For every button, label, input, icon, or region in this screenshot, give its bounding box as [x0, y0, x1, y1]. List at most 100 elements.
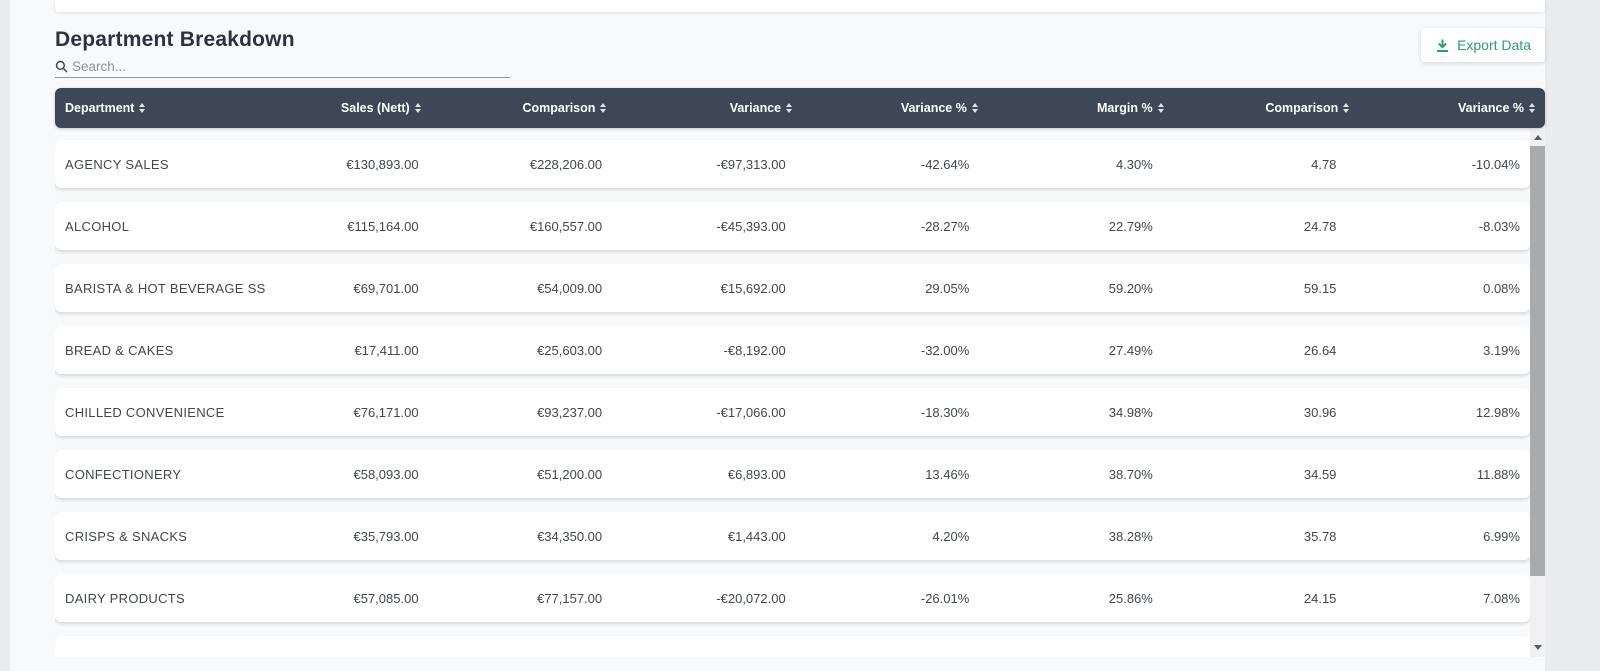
value-cell: €93,237.00	[537, 404, 603, 420]
column-header-comparison[interactable]: Comparison	[431, 101, 617, 115]
sort-icon[interactable]	[786, 103, 793, 113]
scrollbar-down-arrow[interactable]	[1530, 640, 1545, 655]
value-cell: -10.04%	[1471, 156, 1520, 172]
department-cell: ALCOHOL	[65, 218, 130, 234]
column-header-variance-[interactable]: Variance %	[1359, 101, 1545, 115]
value-cell: -8.03%	[1478, 218, 1520, 234]
value-cell: €1,443.00	[727, 528, 786, 544]
value-cell: 59.20%	[1108, 280, 1153, 296]
table-row: CHILLED CONVENIENCE €76,171.00 €93,237.00 -…	[55, 388, 1530, 436]
export-data-label: Export Data	[1457, 37, 1531, 53]
value-cell: 4.78	[1311, 156, 1337, 172]
download-icon	[1435, 38, 1450, 53]
sort-icon[interactable]	[139, 103, 146, 113]
department-breakdown-section: Department Breakdown Export Da	[55, 12, 1545, 671]
table-row: ALCOHOL €115,164.00 €160,557.00 -€45,393.00…	[55, 202, 1530, 250]
value-cell: €58,093.00	[353, 466, 419, 482]
sort-icon[interactable]	[414, 103, 421, 113]
value-cell: €69,701.00	[353, 280, 419, 296]
sort-icon[interactable]	[1343, 103, 1350, 113]
table-row-partial	[55, 636, 1530, 657]
vertical-scrollbar[interactable]	[1530, 130, 1545, 657]
value-cell: €115,164.00	[347, 218, 419, 234]
value-cell: 6.99%	[1483, 528, 1520, 544]
value-cell: €15,692.00	[720, 280, 786, 296]
search-input[interactable]	[72, 59, 510, 74]
value-cell: 13.46%	[925, 466, 970, 482]
search-icon	[55, 60, 68, 73]
value-cell: 30.96	[1303, 404, 1337, 420]
value-cell: 12.98%	[1475, 404, 1520, 420]
value-cell: 0.08%	[1483, 280, 1520, 296]
value-cell: 11.88%	[1476, 466, 1520, 482]
table-row: CRISPS & SNACKS €35,793.00 €34,350.00 €1,44…	[55, 512, 1530, 560]
department-cell: DAIRY PRODUCTS	[65, 590, 186, 606]
sort-icon[interactable]	[1157, 103, 1164, 113]
table-row: AGENCY SALES €130,893.00 €228,206.00 -€97,3…	[55, 140, 1530, 188]
column-header-label: Variance %	[900, 101, 967, 115]
scrollbar-thumb[interactable]	[1530, 146, 1545, 576]
column-header-comparison[interactable]: Comparison	[1174, 101, 1360, 115]
column-header-department[interactable]: Department	[55, 101, 245, 115]
value-cell: 29.05%	[925, 280, 970, 296]
table-row: DAIRY PRODUCTS €57,085.00 €77,157.00 -€20,0…	[55, 574, 1530, 622]
value-cell: 38.28%	[1108, 528, 1153, 544]
value-cell: -€97,313.00	[716, 156, 786, 172]
sort-icon[interactable]	[971, 103, 978, 113]
column-header-label: Variance %	[1457, 101, 1524, 115]
value-cell: -28.27%	[920, 218, 970, 234]
value-cell: -26.01%	[920, 590, 970, 606]
value-cell: 7.08%	[1483, 590, 1520, 606]
column-header-label: Variance	[729, 101, 782, 115]
value-cell: €228,206.00	[529, 156, 603, 172]
value-cell: -€8,192.00	[723, 342, 786, 358]
sort-icon[interactable]	[1528, 103, 1535, 113]
value-cell: €34,350.00	[537, 528, 603, 544]
value-cell: €54,009.00	[537, 280, 603, 296]
value-cell: -18.30%	[920, 404, 970, 420]
value-cell: €25,603.00	[537, 342, 603, 358]
value-cell: €17,411.00	[354, 342, 419, 358]
value-cell: -42.64%	[920, 156, 970, 172]
value-cell: 38.70%	[1108, 466, 1153, 482]
scrollbar-up-arrow[interactable]	[1530, 130, 1545, 145]
value-cell: €160,557.00	[529, 218, 603, 234]
column-header-margin-[interactable]: Margin %	[988, 101, 1174, 115]
sort-icon[interactable]	[600, 103, 607, 113]
value-cell: 24.78	[1303, 218, 1337, 234]
value-cell: -€20,072.00	[716, 590, 786, 606]
department-cell: CHILLED CONVENIENCE	[65, 404, 225, 420]
department-cell: BARISTA & HOT BEVERAGE SS	[65, 280, 266, 296]
table-row: BARISTA & HOT BEVERAGE SS €69,701.00 €54,0…	[55, 264, 1530, 312]
department-cell: AGENCY SALES	[65, 156, 169, 172]
section-header: Department Breakdown Export Da	[55, 28, 1545, 78]
department-cell: CRISPS & SNACKS	[65, 528, 188, 544]
column-header-label: Margin %	[1097, 101, 1153, 115]
column-header-sales-nett-[interactable]: Sales (Nett)	[245, 101, 431, 115]
value-cell: €35,793.00	[353, 528, 419, 544]
value-cell: 25.86%	[1108, 590, 1153, 606]
value-cell: €51,200.00	[537, 466, 603, 482]
value-cell: €76,171.00	[353, 404, 419, 420]
column-header-variance[interactable]: Variance	[616, 101, 802, 115]
value-cell: -€17,066.00	[716, 404, 786, 420]
value-cell: 35.78	[1303, 528, 1337, 544]
value-cell: 27.49%	[1108, 342, 1153, 358]
value-cell: 3.19%	[1483, 342, 1520, 358]
value-cell: 59.15	[1303, 280, 1337, 296]
column-header-label: Department	[65, 101, 135, 115]
value-cell: -€45,393.00	[716, 218, 786, 234]
table-rows: AGENCY SALES €130,893.00 €228,206.00 -€97,3…	[55, 140, 1530, 622]
table-header-row: Department Sales (Nett) Comparison Variance…	[55, 88, 1545, 128]
value-cell: 34.98%	[1108, 404, 1153, 420]
value-cell: 4.30%	[1115, 156, 1153, 172]
export-data-button[interactable]: Export Data	[1421, 28, 1545, 62]
table-row: CONFECTIONERY €58,093.00 €51,200.00 €6,893.…	[55, 450, 1530, 498]
column-header-variance-[interactable]: Variance %	[802, 101, 988, 115]
table-row: BREAD & CAKES €17,411.00 €25,603.00 -€8,192…	[55, 326, 1530, 374]
column-header-label: Sales (Nett)	[340, 101, 410, 115]
department-cell: CONFECTIONERY	[65, 466, 182, 482]
search-field-wrap	[55, 59, 510, 78]
table-rows-viewport: AGENCY SALES €130,893.00 €228,206.00 -€97,3…	[55, 128, 1545, 657]
previous-card-bottom-edge	[55, 0, 1545, 12]
